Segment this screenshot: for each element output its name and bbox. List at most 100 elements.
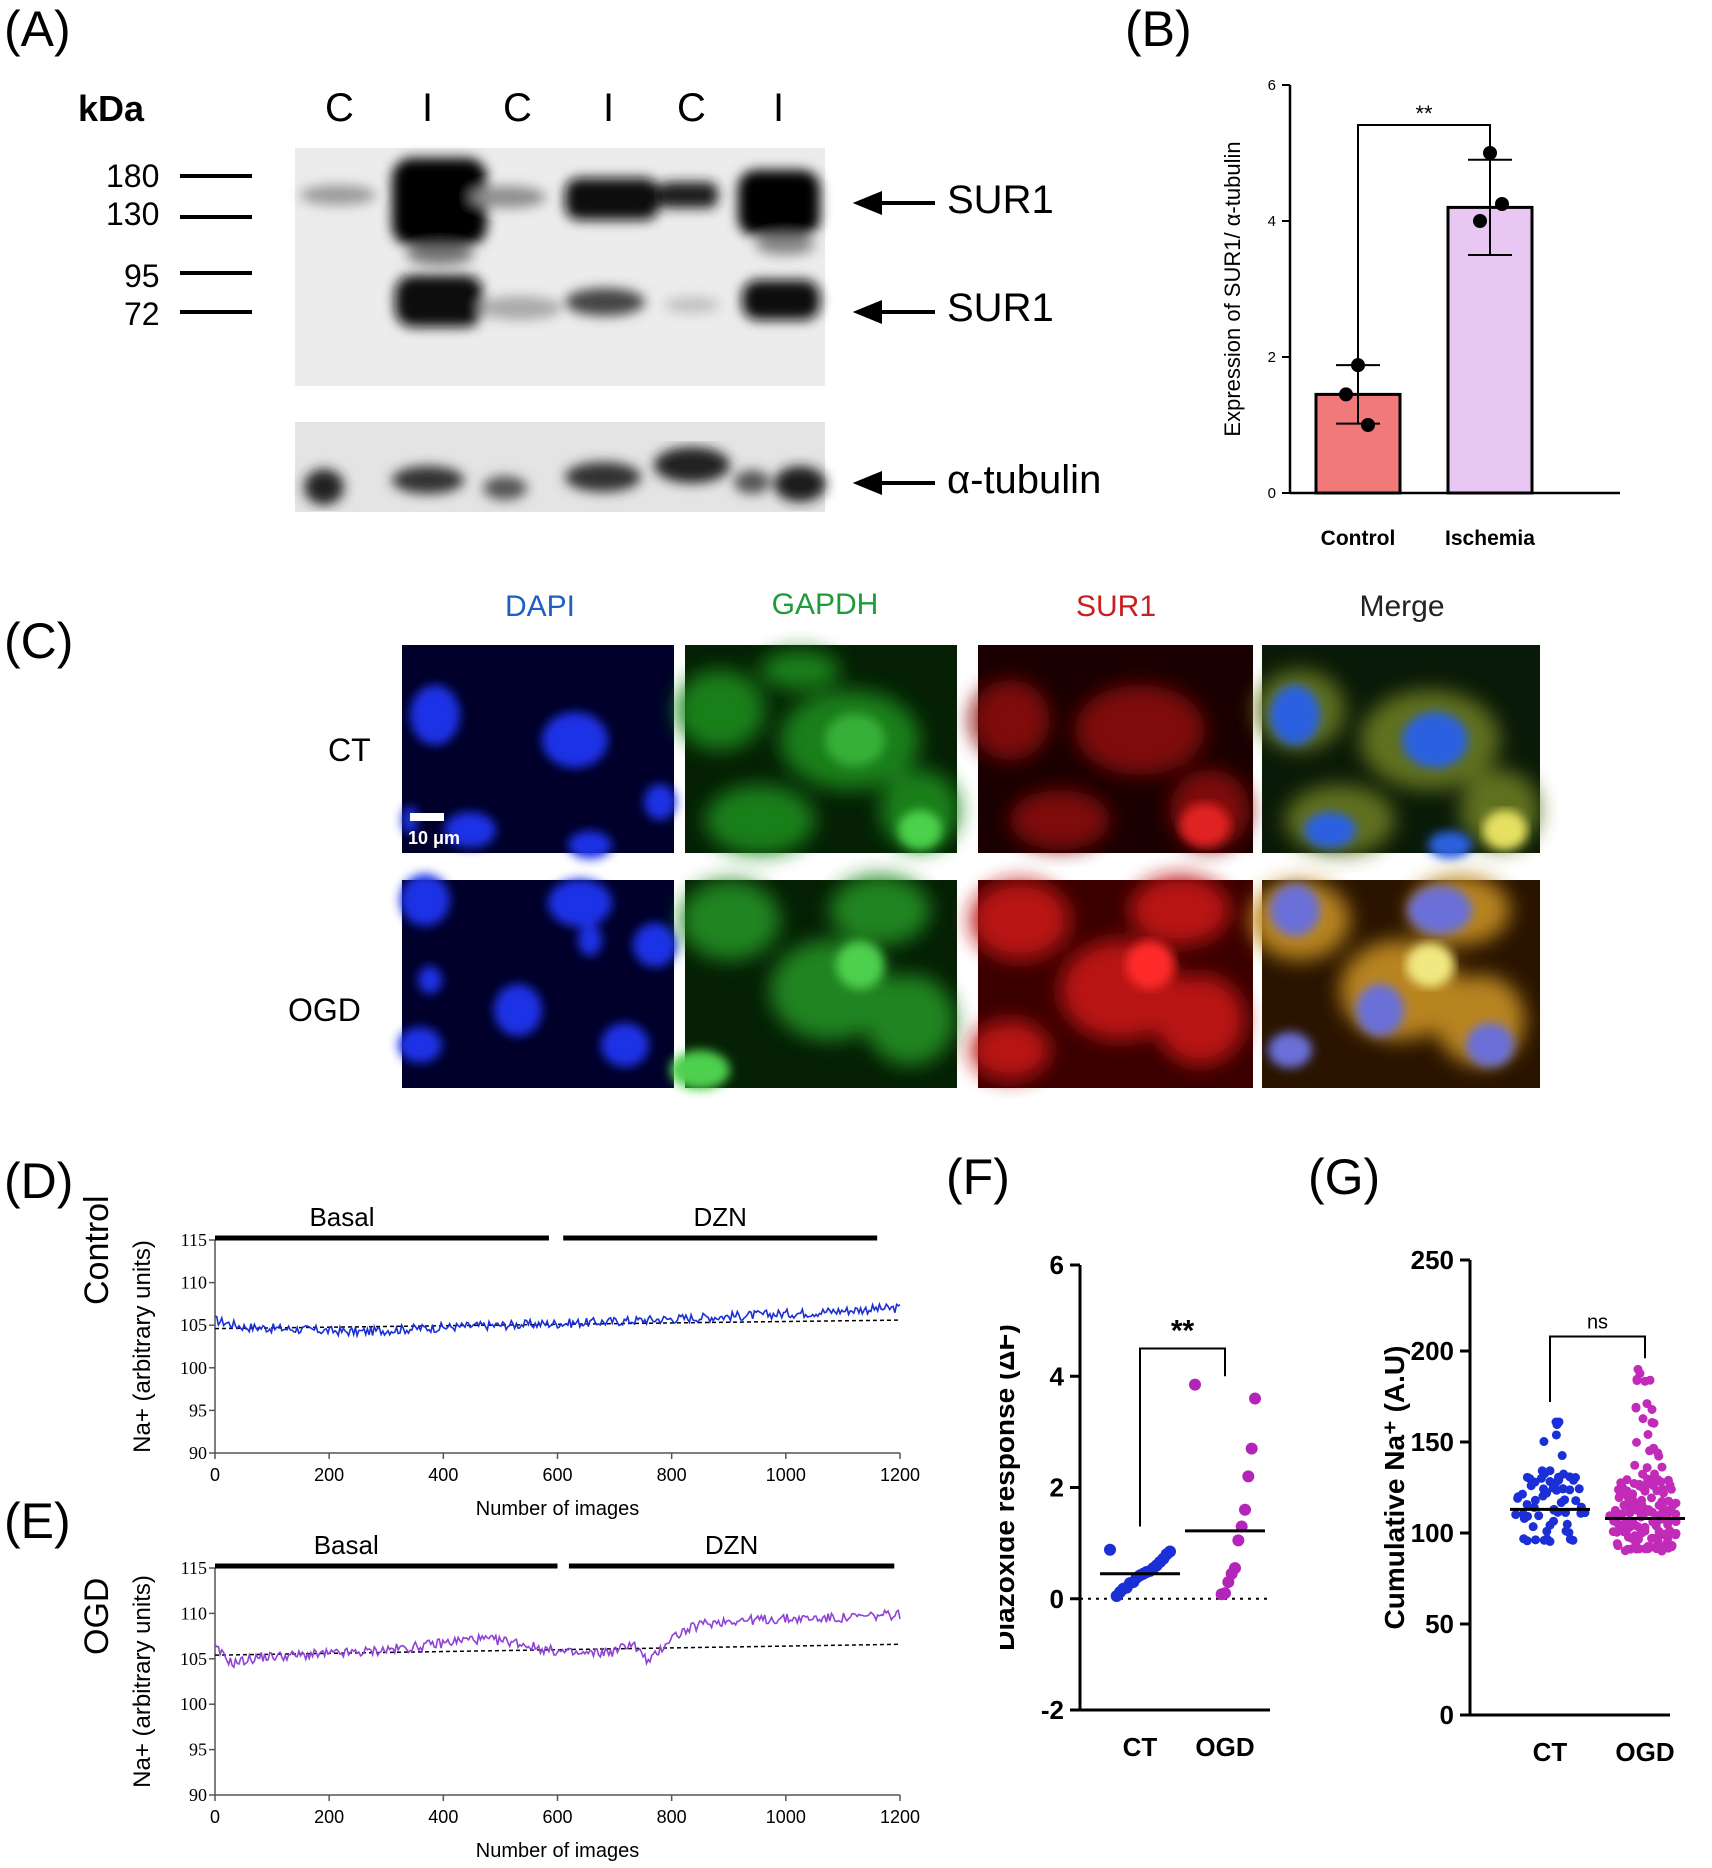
data-point: [1645, 1375, 1655, 1385]
data-point: [1649, 1469, 1659, 1479]
y-axis-label: Expression of SUR1/ α-tubulin: [1220, 141, 1245, 436]
data-point: [1655, 1510, 1665, 1520]
y-tick-label: 4: [1268, 213, 1276, 230]
data-point: [1658, 1488, 1668, 1498]
data-point: [1511, 1510, 1521, 1520]
y-tick-label: 110: [181, 1603, 207, 1623]
data-point: [1560, 1495, 1570, 1505]
x-tick-label: 800: [657, 1465, 687, 1485]
marker-label: 95: [124, 258, 160, 294]
chart-f: -2 0 2 4 6 Diazoxide response (ΔF) CT OGD **: [1000, 1250, 1270, 1762]
data-point: [1657, 1462, 1667, 1472]
data-point: [1545, 1537, 1555, 1547]
data-point: [1239, 1503, 1251, 1516]
marker-label: 180: [106, 158, 160, 194]
panel-label-c: (C): [4, 613, 74, 669]
chart-b: 0 2 4 6 Expression of SUR1/ α-tubulin Control…: [1220, 77, 1620, 550]
y-tick-label: 100: [180, 1358, 207, 1378]
data-point: [1643, 1544, 1653, 1554]
y-axis-label: Na+ (arbitrary units): [129, 1575, 156, 1788]
data-point: [1619, 1500, 1629, 1510]
significance-bracket: [1139, 1347, 1226, 1527]
lane-label: C: [325, 86, 354, 130]
period-label: Basal: [314, 1530, 379, 1560]
x-tick-label: 1000: [766, 1465, 806, 1485]
data-point: [1631, 1402, 1641, 1412]
data-point: [1545, 1477, 1555, 1487]
data-point: [1642, 1463, 1652, 1473]
significance-bracket: [1357, 124, 1491, 361]
data-point: [1531, 1535, 1541, 1545]
y-tick-label: 6: [1050, 1250, 1064, 1280]
panel-label-f: (F): [946, 1149, 1010, 1205]
scale-bar-label: 10 μm: [408, 828, 461, 848]
y-tick-label: 95: [189, 1740, 207, 1760]
y-tick-label: 2: [1050, 1473, 1064, 1503]
x-tick-label: 1000: [766, 1807, 806, 1827]
row-label-ogd-trace: OGD: [78, 1577, 116, 1655]
data-point: [1640, 1508, 1650, 1518]
western-blot-panel: kDa C I C I C I 180 130 95 72: [0, 0, 1120, 530]
x-tick-label: 200: [314, 1465, 344, 1485]
x-tick-label: 400: [428, 1807, 458, 1827]
data-point: [1653, 1535, 1663, 1545]
y-axis-label: Diazoxide response (ΔF): [1000, 1324, 1020, 1651]
y-tick-label: 115: [181, 1230, 207, 1250]
panel-label-b: (B): [1125, 1, 1192, 57]
tile-ogd-sur1: [970, 875, 1253, 1088]
data-point: [1574, 1484, 1584, 1494]
data-point: [1627, 1491, 1637, 1501]
data-point: [1632, 1374, 1642, 1384]
data-point: [1245, 1442, 1258, 1455]
y-tick-label: 200: [1411, 1336, 1454, 1366]
y-tick-label: 4: [1050, 1361, 1065, 1391]
channel-label-gapdh: GAPDH: [771, 588, 879, 621]
tile-ct-sur1: [970, 645, 1253, 853]
data-point: [1483, 146, 1497, 160]
channel-label-merge: Merge: [1359, 590, 1445, 623]
period-label: DZN: [693, 1202, 746, 1232]
y-tick-label: 6: [1268, 77, 1276, 94]
data-point: [1530, 1495, 1540, 1505]
chart-e: 90 95 100 105 110 115 0 200 400 600 800 1000 1200 Num…: [129, 1530, 920, 1862]
band-label-tubulin: α-tubulin: [947, 458, 1102, 502]
x-tick-label: 1200: [880, 1465, 920, 1485]
data-point: [1545, 1520, 1555, 1530]
marker-label: 130: [106, 196, 160, 232]
lane-label: I: [603, 86, 615, 130]
data-point: [1638, 1469, 1648, 1479]
y-tick-label: 0: [1440, 1700, 1454, 1730]
chart-d: 90 95 100 105 110 115 0 200 400 600 800 1000 1200 Num…: [129, 1202, 920, 1520]
data-point: [1540, 1469, 1550, 1479]
data-point: [1552, 1420, 1562, 1430]
data-point: [1242, 1470, 1255, 1483]
band-label-sur1-upper: SUR1: [947, 178, 1054, 222]
channel-label-sur1: SUR1: [1075, 590, 1157, 623]
data-point: [1232, 1534, 1245, 1547]
y-tick-label: 115: [181, 1558, 207, 1578]
data-point: [1638, 1414, 1648, 1424]
marker-ticks: [180, 174, 252, 314]
data-point: [1519, 1534, 1529, 1544]
row-label-ct: CT: [328, 732, 371, 768]
y-tick-label: 90: [189, 1785, 207, 1805]
tile-ogd-merge: [1250, 875, 1540, 1088]
data-point: [1551, 1430, 1561, 1440]
data-point: [1642, 1399, 1652, 1409]
data-point: [1665, 1480, 1675, 1490]
data-point: [1663, 1520, 1673, 1530]
x-tick-label: 1200: [880, 1807, 920, 1827]
data-point: [1249, 1392, 1261, 1405]
x-tick-label: Control: [1321, 527, 1396, 550]
tile-ogd-dapi: [398, 874, 677, 1088]
data-point: [1552, 1485, 1562, 1495]
data-point: [1473, 214, 1487, 228]
data-point: [1643, 1429, 1653, 1439]
x-tick-label: 400: [428, 1465, 458, 1485]
data-point: [1522, 1472, 1532, 1482]
data-point: [1645, 1446, 1655, 1456]
panel-label-g: (G): [1308, 1149, 1381, 1205]
period-label: DZN: [705, 1530, 758, 1560]
data-point: [1557, 1451, 1567, 1461]
panel-label-a: (A): [4, 1, 71, 57]
